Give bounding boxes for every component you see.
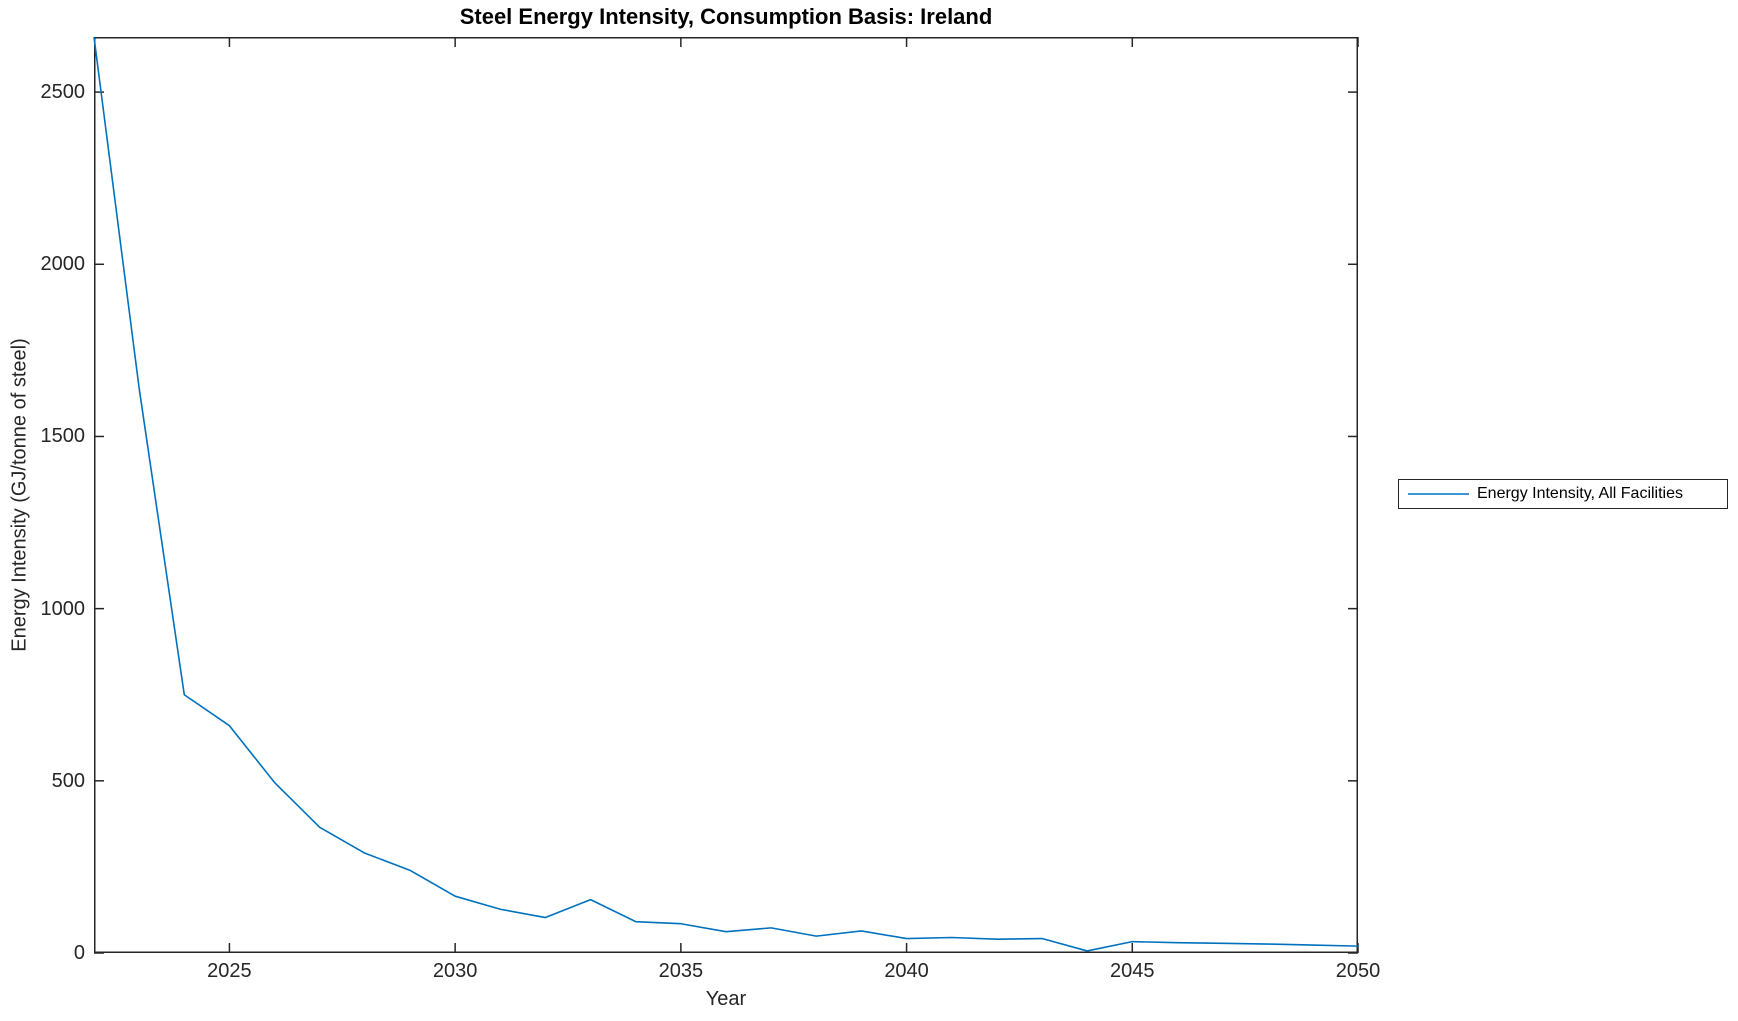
x-tick-label: 2030: [432, 960, 478, 982]
legend-line-sample-icon: [1408, 493, 1469, 495]
y-tick-label: 2000: [40, 253, 86, 276]
y-tick-label: 0: [73, 942, 85, 964]
x-tick-label: 2045: [1110, 960, 1155, 982]
line-plot-svg: [93, 36, 1359, 954]
x-tick-label: 2040: [884, 960, 929, 982]
x-tick-label: 2035: [658, 960, 704, 982]
plot-area: [93, 36, 1359, 954]
y-tick-label: 1000: [40, 597, 86, 620]
series-line-energy-intensity-all-facilities: [93, 36, 1359, 952]
y-tick-label: 2500: [40, 81, 86, 104]
chart-title: Steel Energy Intensity, Consumption Basi…: [459, 4, 993, 29]
y-tick-label: 1500: [40, 425, 86, 448]
legend[interactable]: Energy Intensity, All Facilities: [1398, 479, 1728, 509]
legend-label: Energy Intensity, All Facilities: [1477, 485, 1684, 502]
axes-box: [94, 37, 1358, 953]
x-tick-label: 2025: [207, 960, 252, 982]
x-tick-label: 2050: [1335, 960, 1381, 982]
x-axis-label: Year: [705, 988, 747, 1010]
y-tick-label: 500: [51, 769, 85, 792]
